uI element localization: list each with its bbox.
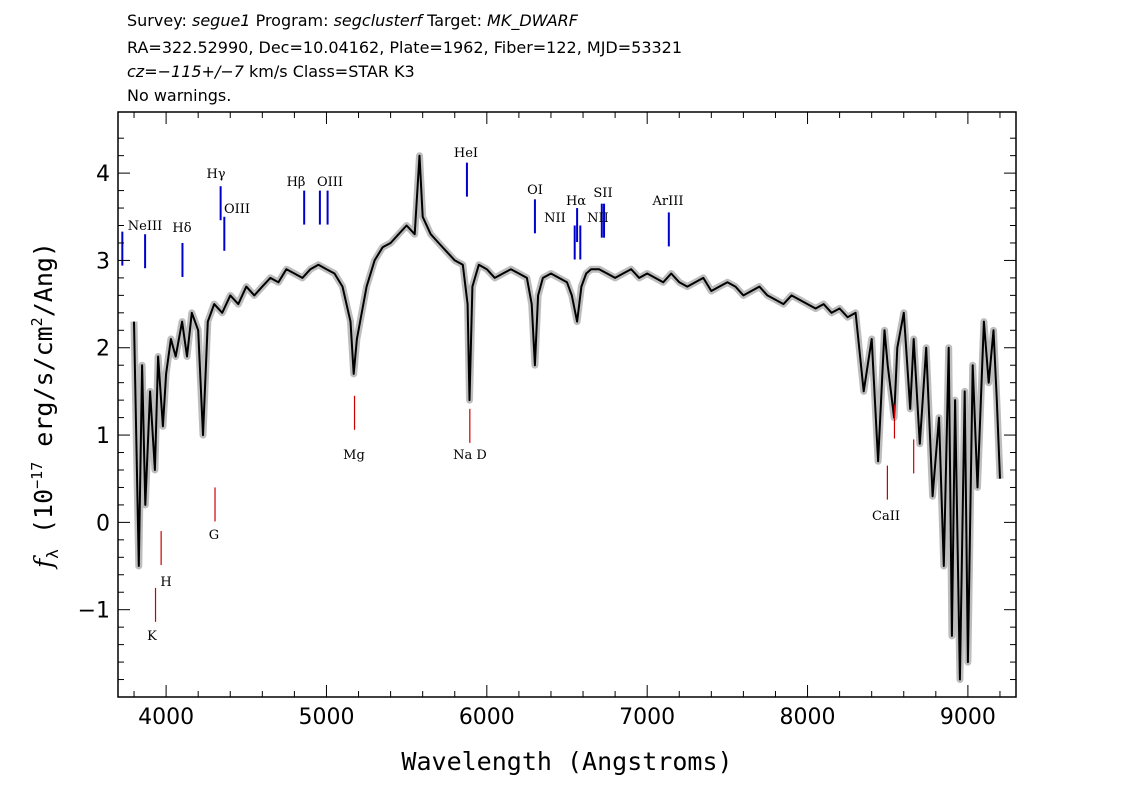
y-tick-label: 1 bbox=[96, 424, 110, 449]
y-tick-label: 3 bbox=[96, 249, 110, 274]
plot-frame bbox=[117, 111, 1017, 698]
header-line-coords: RA=322.52990, Dec=10.04162, Plate=1962, … bbox=[127, 38, 683, 57]
absorption-label: H bbox=[160, 575, 171, 590]
header-line-warnings: No warnings. bbox=[127, 86, 232, 105]
cz-label: cz= bbox=[127, 62, 158, 81]
x-tick-label: 9000 bbox=[940, 705, 996, 730]
y-tick-label: 2 bbox=[96, 337, 110, 362]
emission-label: HeI bbox=[454, 146, 478, 161]
tick-layer: 4000 5000 6000 7000 8000 9000 −1 0 1 2 3 4 bbox=[78, 112, 1016, 730]
emission-label: Hβ bbox=[287, 175, 306, 190]
survey-value: segue1 bbox=[191, 11, 251, 30]
x-tick-label: 5000 bbox=[298, 705, 354, 730]
y-tick-label: −1 bbox=[78, 599, 110, 624]
emission-label: ArIII bbox=[651, 194, 683, 209]
emission-label: NII bbox=[544, 211, 566, 226]
emission-label: NeIII bbox=[128, 219, 162, 234]
emission-label: Hδ bbox=[172, 221, 191, 236]
x-tick-label: 7000 bbox=[619, 705, 675, 730]
emission-label: Hα bbox=[566, 194, 586, 209]
absorption-label: CaII bbox=[872, 509, 900, 524]
series-layer bbox=[130, 152, 1004, 683]
header-line-cz: cz=−115+/−7 km/s Class=STAR K3 bbox=[127, 62, 415, 81]
error-band bbox=[130, 152, 1004, 683]
target-label: Target: bbox=[427, 11, 482, 30]
absorption-label: Na D bbox=[453, 448, 487, 463]
program-value: segclusterf bbox=[333, 11, 422, 30]
y-tick-label: 4 bbox=[96, 162, 110, 187]
emission-label: Hγ bbox=[206, 167, 225, 182]
x-tick-label: 4000 bbox=[138, 705, 194, 730]
cz-unit-class: km/s Class=STAR K3 bbox=[243, 62, 415, 81]
absorption-label: K bbox=[147, 629, 157, 644]
emission-label: NII bbox=[587, 211, 609, 226]
program-label: Program: bbox=[255, 11, 329, 30]
x-tick-label: 6000 bbox=[459, 705, 515, 730]
survey-label: Survey: bbox=[127, 11, 187, 30]
y-axis-label: fλ (10−17 erg/s/cm2/Ang) bbox=[28, 242, 62, 570]
flux-line bbox=[133, 154, 1001, 681]
y-tick-label: 0 bbox=[96, 511, 110, 536]
emission-label: OI bbox=[527, 183, 543, 198]
cz-value: −115+/−7 bbox=[157, 62, 244, 81]
header-line-survey: Survey: segue1 Program: segclusterf Targ… bbox=[127, 11, 578, 30]
x-tick-label: 8000 bbox=[780, 705, 836, 730]
absorption-label: G bbox=[209, 528, 219, 543]
absorption-label: Mg bbox=[343, 448, 365, 463]
target-value: MK_DWARF bbox=[487, 11, 578, 30]
emission-label: OIII bbox=[224, 202, 250, 217]
emission-label: SII bbox=[593, 186, 612, 201]
x-axis-label: Wavelength (Angstroms) bbox=[401, 747, 732, 776]
emission-label: OIII bbox=[317, 175, 343, 190]
